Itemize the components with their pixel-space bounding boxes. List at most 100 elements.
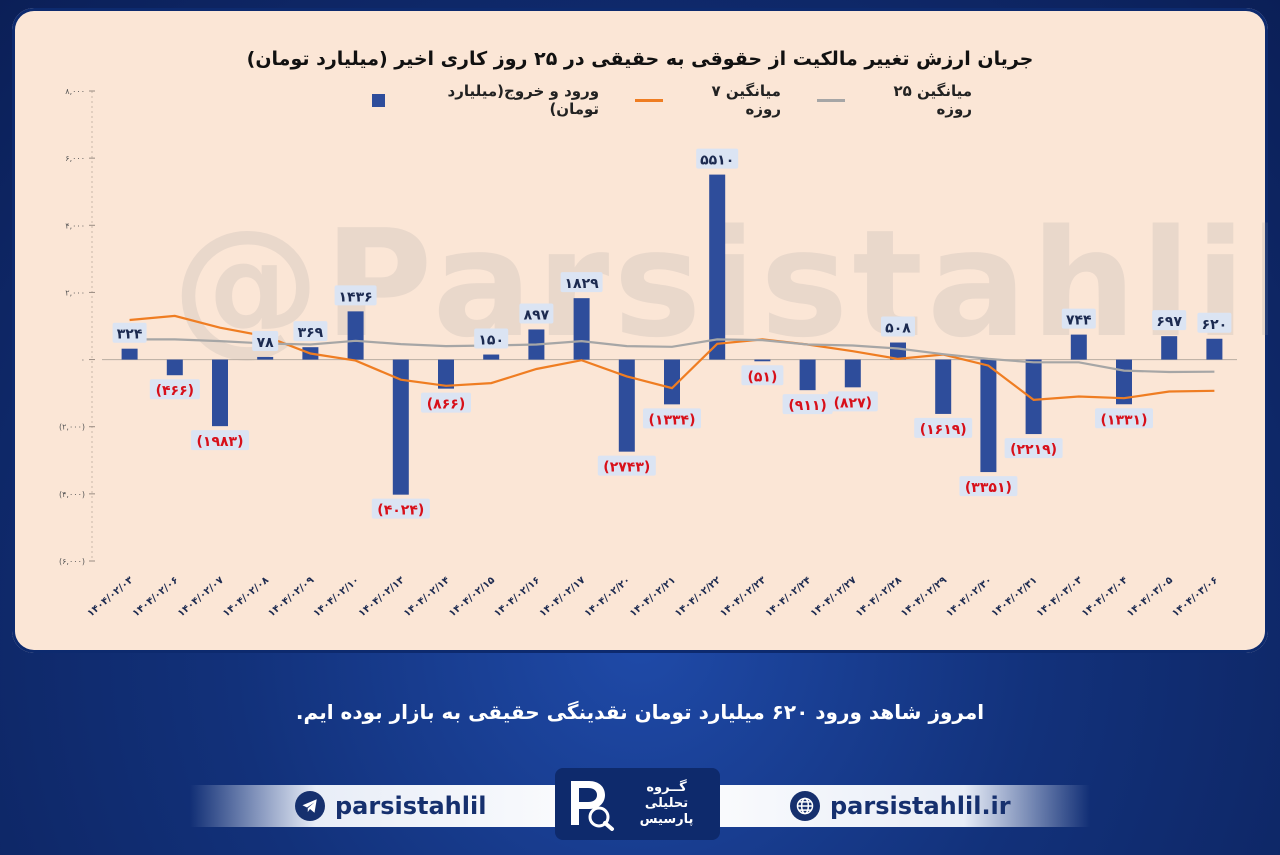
x-tick-label: ۱۴۰۴/۰۲/۲۷ (809, 575, 859, 620)
x-tick-label: ۱۴۰۴/۰۳/۰۳ (1035, 575, 1085, 620)
x-tick-label: ۱۴۰۴/۰۳/۰۶ (1170, 575, 1220, 620)
y-tick-label: ۴,۰۰۰ (65, 221, 85, 230)
legend-label-flow: ورود و خروج(میلیارد تومان) (447, 82, 600, 118)
data-label: (۱۹۸۳) (197, 434, 244, 450)
legend-swatch-flow (372, 93, 385, 107)
bar (1070, 334, 1087, 360)
data-label: ۶۲۰ (1202, 317, 1228, 333)
data-label-box (371, 498, 430, 519)
data-label-box (741, 365, 784, 386)
bar (257, 356, 274, 360)
y-tick-label: ۶,۰۰۰ (65, 154, 85, 163)
bar (618, 359, 635, 452)
x-tick-label: ۱۴۰۴/۰۲/۰۶ (131, 575, 181, 620)
data-label: (۹۱۱) (788, 398, 826, 414)
y-tick-label: ۸,۰۰۰ (65, 87, 85, 96)
logo-mark-icon (571, 781, 614, 831)
data-label-box (149, 379, 200, 400)
bar (664, 359, 680, 405)
data-label-box (1095, 408, 1153, 429)
y-tick-label: (۲,۰۰۰) (59, 423, 85, 432)
bar (935, 359, 952, 414)
y-tick-label: ۰ (81, 356, 85, 365)
bar (1161, 336, 1178, 360)
chart-legend: میانگین ۲۵ روزه میانگین ۷ روزه ورود و خر… (372, 82, 972, 118)
group-logo: گــروه تحلیلی پارسیس (555, 768, 720, 840)
website-link[interactable]: parsistahlil.ir (790, 785, 1011, 827)
chart-plot: (۶,۰۰۰) (۴,۰۰۰) (۲,۰۰۰) ۰ ۲,۰۰۰ ۴,۰۰۰ ۶,۰۰۰ ۸,۰… (59, 87, 1237, 620)
data-label: ۶۹۷ (1156, 314, 1182, 330)
data-label-box (474, 328, 509, 349)
data-label: (۴۶۶) (156, 383, 194, 399)
telegram-link[interactable]: parsistahlil (295, 785, 486, 827)
y-tick-label: (۶,۰۰۰) (59, 557, 85, 566)
data-label: ۵۵۱۰ (700, 153, 734, 169)
x-tick-label: ۱۴۰۴/۰۲/۱۶ (492, 575, 542, 620)
bar (166, 359, 183, 376)
data-label-box (112, 322, 147, 343)
legend-swatch-7day (635, 98, 664, 102)
series-line-7day (129, 314, 1215, 402)
x-tick-label: ۱۴۰۴/۰۲/۳۰ (944, 575, 994, 620)
data-label-box (1061, 308, 1096, 329)
website-url: parsistahlil.ir (830, 792, 1011, 820)
legend-label-25day: میانگین ۲۵ روزه (893, 82, 972, 118)
x-tick-label: ۱۴۰۴/۰۲/۰۷ (176, 575, 226, 620)
data-label-box (914, 417, 973, 438)
bar (890, 342, 906, 360)
x-tick-label: ۱۴۰۴/۰۲/۱۷ (537, 575, 587, 620)
bar (980, 359, 997, 473)
x-tick-label: ۱۴۰۴/۰۲/۲۰ (583, 575, 633, 620)
data-label: (۸۶۶) (427, 397, 465, 413)
bar (573, 298, 590, 360)
data-label: (۴۰۲۴) (377, 503, 424, 519)
x-tick-label: ۱۴۰۴/۰۲/۱۵ (447, 575, 497, 620)
data-label-box (1152, 310, 1187, 331)
x-tick-label: ۱۴۰۴/۰۲/۲۸ (854, 575, 904, 620)
bar (121, 348, 138, 360)
chart-title: جریان ارزش تغییر مالکیت از حقوقی به حقیق… (246, 48, 1034, 70)
data-label: ۳۲۴ (117, 327, 143, 343)
data-label: ۱۸۲۹ (565, 276, 600, 292)
data-label-box (421, 392, 471, 413)
legend-swatch-25day (816, 98, 845, 102)
data-label: (۱۳۳۴) (649, 412, 696, 428)
data-label: ۳۶۹ (298, 325, 324, 341)
bar (438, 359, 454, 389)
telegram-icon (295, 791, 325, 821)
x-tick-label: ۱۴۰۴/۰۲/۱۰ (311, 575, 361, 620)
bar (347, 311, 364, 360)
bar (1025, 359, 1042, 435)
data-label-box (696, 148, 739, 169)
data-label-box (191, 430, 249, 451)
data-label-box (959, 476, 1018, 497)
data-label: (۲۲۱۹) (1010, 442, 1057, 458)
data-label-box (881, 316, 915, 337)
globe-icon (790, 791, 820, 821)
data-label: (۸۲۷) (834, 395, 872, 411)
summary-caption: امروز شاهد ورود ۶۲۰ میلیارد تومان نقدینگ… (295, 700, 985, 724)
series-line-25day (129, 338, 1215, 374)
bar (709, 174, 726, 360)
data-label: ۵۰۸ (885, 321, 911, 337)
x-tick-label: ۱۴۰۴/۰۲/۰۳ (85, 575, 135, 620)
bar (754, 359, 771, 362)
data-label-box (1004, 438, 1063, 459)
data-label: (۱۶۱۹) (920, 422, 967, 438)
bar (483, 354, 500, 360)
chart-panel: @Parsistahlil (۶,۰۰۰)(۴,۰۰۰)(۲,۰۰۰)۰۲,۰۰… (12, 8, 1268, 653)
x-tick-label: ۱۴۰۴/۰۲/۲۲ (673, 575, 723, 620)
x-tick-label: ۱۴۰۴/۰۲/۲۱ (628, 575, 678, 620)
data-label: (۱۳۳۱) (1101, 412, 1148, 428)
data-label-box (1197, 312, 1232, 333)
logo-line-3: پارسیس (639, 812, 694, 827)
data-label: ۱۴۳۶ (339, 289, 373, 305)
legend-item-flow: ورود و خروج(میلیارد تومان) (372, 82, 599, 118)
data-label: ۱۵۰ (478, 333, 504, 349)
x-tick-label: ۱۴۰۴/۰۳/۰۵ (1125, 575, 1175, 620)
data-label-box (643, 408, 701, 429)
y-tick-label: ۲,۰۰۰ (65, 288, 85, 297)
bar (844, 359, 861, 388)
logo-line-1: گــروه (646, 780, 687, 795)
data-label: ۷۸ (257, 335, 275, 351)
